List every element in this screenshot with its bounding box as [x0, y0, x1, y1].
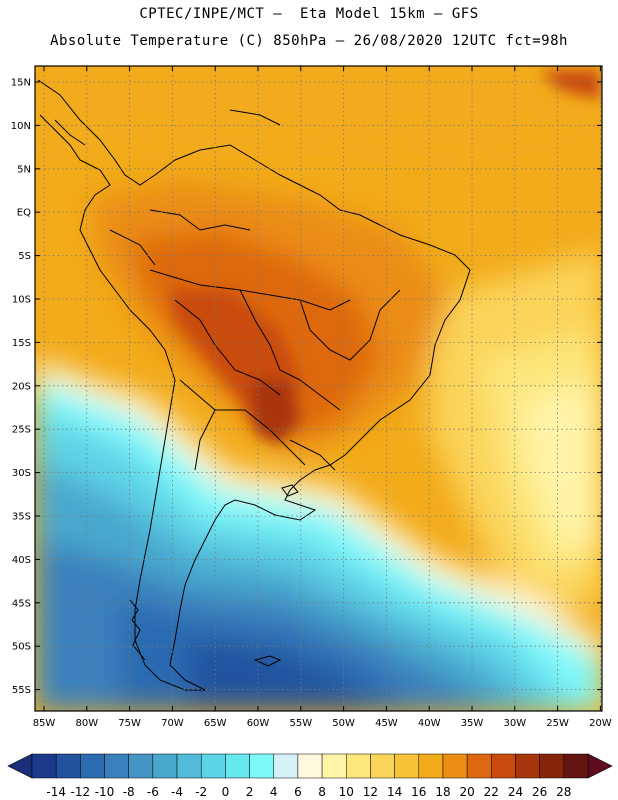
colorbar-label: -14 — [46, 785, 66, 799]
latitude-label: 55S — [12, 685, 31, 696]
colorbar-label: -10 — [95, 785, 115, 799]
colorbar-label: 2 — [246, 785, 254, 799]
colorbar-swatch — [466, 753, 492, 779]
colorbar-label: 28 — [556, 785, 571, 799]
map-frame — [34, 65, 603, 712]
colorbar-high-arrow — [587, 753, 613, 779]
colorbar-swatch — [249, 753, 274, 779]
colorbar-swatch — [273, 753, 299, 779]
longitude-label: 55W — [289, 718, 312, 729]
colorbar-label: 6 — [294, 785, 302, 799]
colorbar-label: -6 — [147, 785, 159, 799]
colorbar-label: 18 — [435, 785, 450, 799]
longitude-label: 25W — [546, 718, 569, 729]
latitude-label: 25S — [12, 425, 31, 436]
colorbar-swatch — [200, 753, 226, 779]
latitude-label: 35S — [12, 512, 31, 523]
longitude-label: 50W — [332, 718, 355, 729]
colorbar-label: 12 — [363, 785, 378, 799]
colorbar-swatch — [563, 753, 589, 779]
lat-lon-grid — [35, 66, 602, 711]
axis-ticks — [35, 66, 602, 711]
longitude-label: 80W — [75, 718, 98, 729]
latitude-label: 30S — [12, 468, 31, 479]
colorbar-label: 24 — [508, 785, 523, 799]
longitude-label: 85W — [33, 718, 56, 729]
latitude-labels: 15N 10N 5N EQ 5S 10S 15S 20S 25S 30S 35S 40S 45S 50S 5… — [11, 78, 31, 697]
colorbar-swatch — [394, 753, 420, 779]
colorbar-swatch — [346, 753, 371, 779]
colorbar-swatch — [539, 753, 565, 779]
colorbar-label: 20 — [459, 785, 474, 799]
latitude-label: 10S — [12, 295, 31, 306]
longitude-label: 70W — [161, 718, 184, 729]
colorbar-swatch — [152, 753, 178, 779]
latitude-label: 5N — [17, 164, 31, 175]
colorbar-label: 14 — [387, 785, 402, 799]
map-title-line1: CPTEC/INPE/MCT – Eta Model 15km – GFS — [139, 6, 479, 22]
longitude-labels: 85W 80W 75W 70W 65W 60W 55W 50W 45W 40W 35W 30W 25W 2… — [33, 718, 612, 729]
colorbar-label: -4 — [171, 785, 183, 799]
colorbar-low-arrow — [7, 753, 33, 779]
colorbar-swatch — [370, 753, 395, 779]
colorbar-label: 4 — [270, 785, 278, 799]
map-title-line2: Absolute Temperature (C) 850hPa – 26/08/… — [50, 33, 568, 49]
colorbar-label: 16 — [411, 785, 426, 799]
colorbar-label: -8 — [123, 785, 135, 799]
colorbar-swatch — [321, 753, 347, 779]
colorbar-swatch — [104, 753, 129, 779]
colorbar-swatch — [491, 753, 516, 779]
longitude-label: 60W — [247, 718, 270, 729]
colorbar-swatch — [515, 753, 540, 779]
temperature-field — [35, 66, 602, 711]
longitude-label: 30W — [503, 718, 526, 729]
colorbar-swatch — [176, 753, 202, 779]
colorbar-label: 22 — [484, 785, 499, 799]
latitude-label: 15S — [12, 338, 31, 349]
colorbar-label: 8 — [318, 785, 326, 799]
colorbar-label: -2 — [195, 785, 207, 799]
colorbar-swatch — [31, 753, 57, 779]
latitude-label: 20S — [12, 381, 31, 392]
colorbar-swatch — [418, 753, 444, 779]
longitude-label: 20W — [589, 718, 612, 729]
latitude-label: 15N — [11, 78, 31, 89]
colorbar-swatch — [442, 753, 468, 779]
colorbar-label: -12 — [71, 785, 91, 799]
longitude-label: 35W — [461, 718, 484, 729]
colorbar-swatch — [55, 753, 81, 779]
latitude-label: EQ — [17, 208, 31, 219]
longitude-label: 65W — [204, 718, 227, 729]
colorbar-label: 10 — [339, 785, 354, 799]
colorbar: -14 -12 -10 -8 -6 -4 -2 0 2 4 6 8 10 12 14 16 18 20 22 24 26… — [7, 753, 613, 799]
latitude-label: 5S — [18, 251, 31, 262]
colorbar-label: 0 — [222, 785, 230, 799]
colorbar-swatch — [297, 753, 323, 779]
latitude-label: 45S — [12, 598, 31, 609]
longitude-label: 40W — [418, 718, 441, 729]
latitude-label: 40S — [12, 555, 31, 566]
colorbar-swatch — [225, 753, 250, 779]
colorbar-label: 26 — [532, 785, 547, 799]
longitude-label: 75W — [118, 718, 141, 729]
colorbar-swatch — [128, 753, 154, 779]
colorbar-swatch — [80, 753, 105, 779]
latitude-label: 50S — [12, 642, 31, 653]
coastlines — [37, 79, 471, 691]
latitude-label: 10N — [11, 121, 31, 132]
longitude-label: 45W — [375, 718, 398, 729]
